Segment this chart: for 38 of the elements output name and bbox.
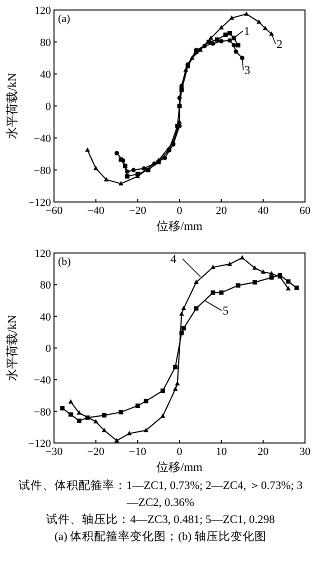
y-axis-title: 水平荷载/kN (5, 314, 19, 381)
x-tick-label: 20 (258, 446, 270, 458)
annotation: 2 (276, 37, 283, 51)
chart-title: (b) (58, 256, 72, 268)
y-tick-label: 40 (40, 69, 52, 81)
text: 试件、体积配箍率：1—ZC1, 0.73%; 2—ZC4, ＞0.73%; 3—ZC2, 0.36% (17, 478, 304, 511)
x-tick-label: 30 (300, 446, 311, 458)
x-tick-label: −20 (129, 205, 147, 217)
y-tick-label: 80 (40, 37, 52, 49)
y-tick-label: 0 (46, 101, 52, 113)
annotation: 3 (244, 63, 250, 77)
x-axis-title: 位移/mm (156, 460, 204, 474)
x-tick-label: 10 (216, 446, 228, 458)
y-tick-label: −80 (34, 406, 52, 418)
x-tick-label: 40 (258, 205, 270, 217)
y-tick-label: −80 (34, 165, 52, 177)
x-tick-label: 20 (216, 205, 228, 217)
x-tick-label: 60 (300, 205, 311, 217)
y-tick-label: −40 (34, 374, 52, 387)
annotation: 4 (170, 252, 176, 266)
y-tick-label: 120 (34, 5, 52, 17)
y-tick-label: 120 (34, 248, 52, 260)
y-tick-label: 80 (40, 280, 52, 292)
y-tick-label: 0 (46, 343, 52, 355)
y-tick-label: 40 (40, 311, 52, 324)
annotation: 1 (244, 24, 250, 38)
y-axis-title: 水平荷载/kN (5, 72, 19, 139)
x-tick-label: −40 (87, 205, 105, 217)
x-axis-title: 位移/mm (156, 219, 204, 233)
text: 试件、轴压比：4—ZC3, 0.481; 5—ZC1, 0.298 (45, 512, 276, 528)
x-tick-label: 0 (176, 446, 183, 458)
x-tick-label: 0 (176, 205, 183, 217)
y-tick-label: −40 (34, 133, 52, 145)
chart-title: (a) (58, 13, 71, 25)
x-tick-label: −10 (129, 446, 147, 458)
text: (a) 体积配箍率变化图；(b) 轴压比变化图 (54, 529, 268, 545)
x-tick-label: −20 (87, 446, 105, 458)
annotation: 5 (222, 304, 229, 318)
